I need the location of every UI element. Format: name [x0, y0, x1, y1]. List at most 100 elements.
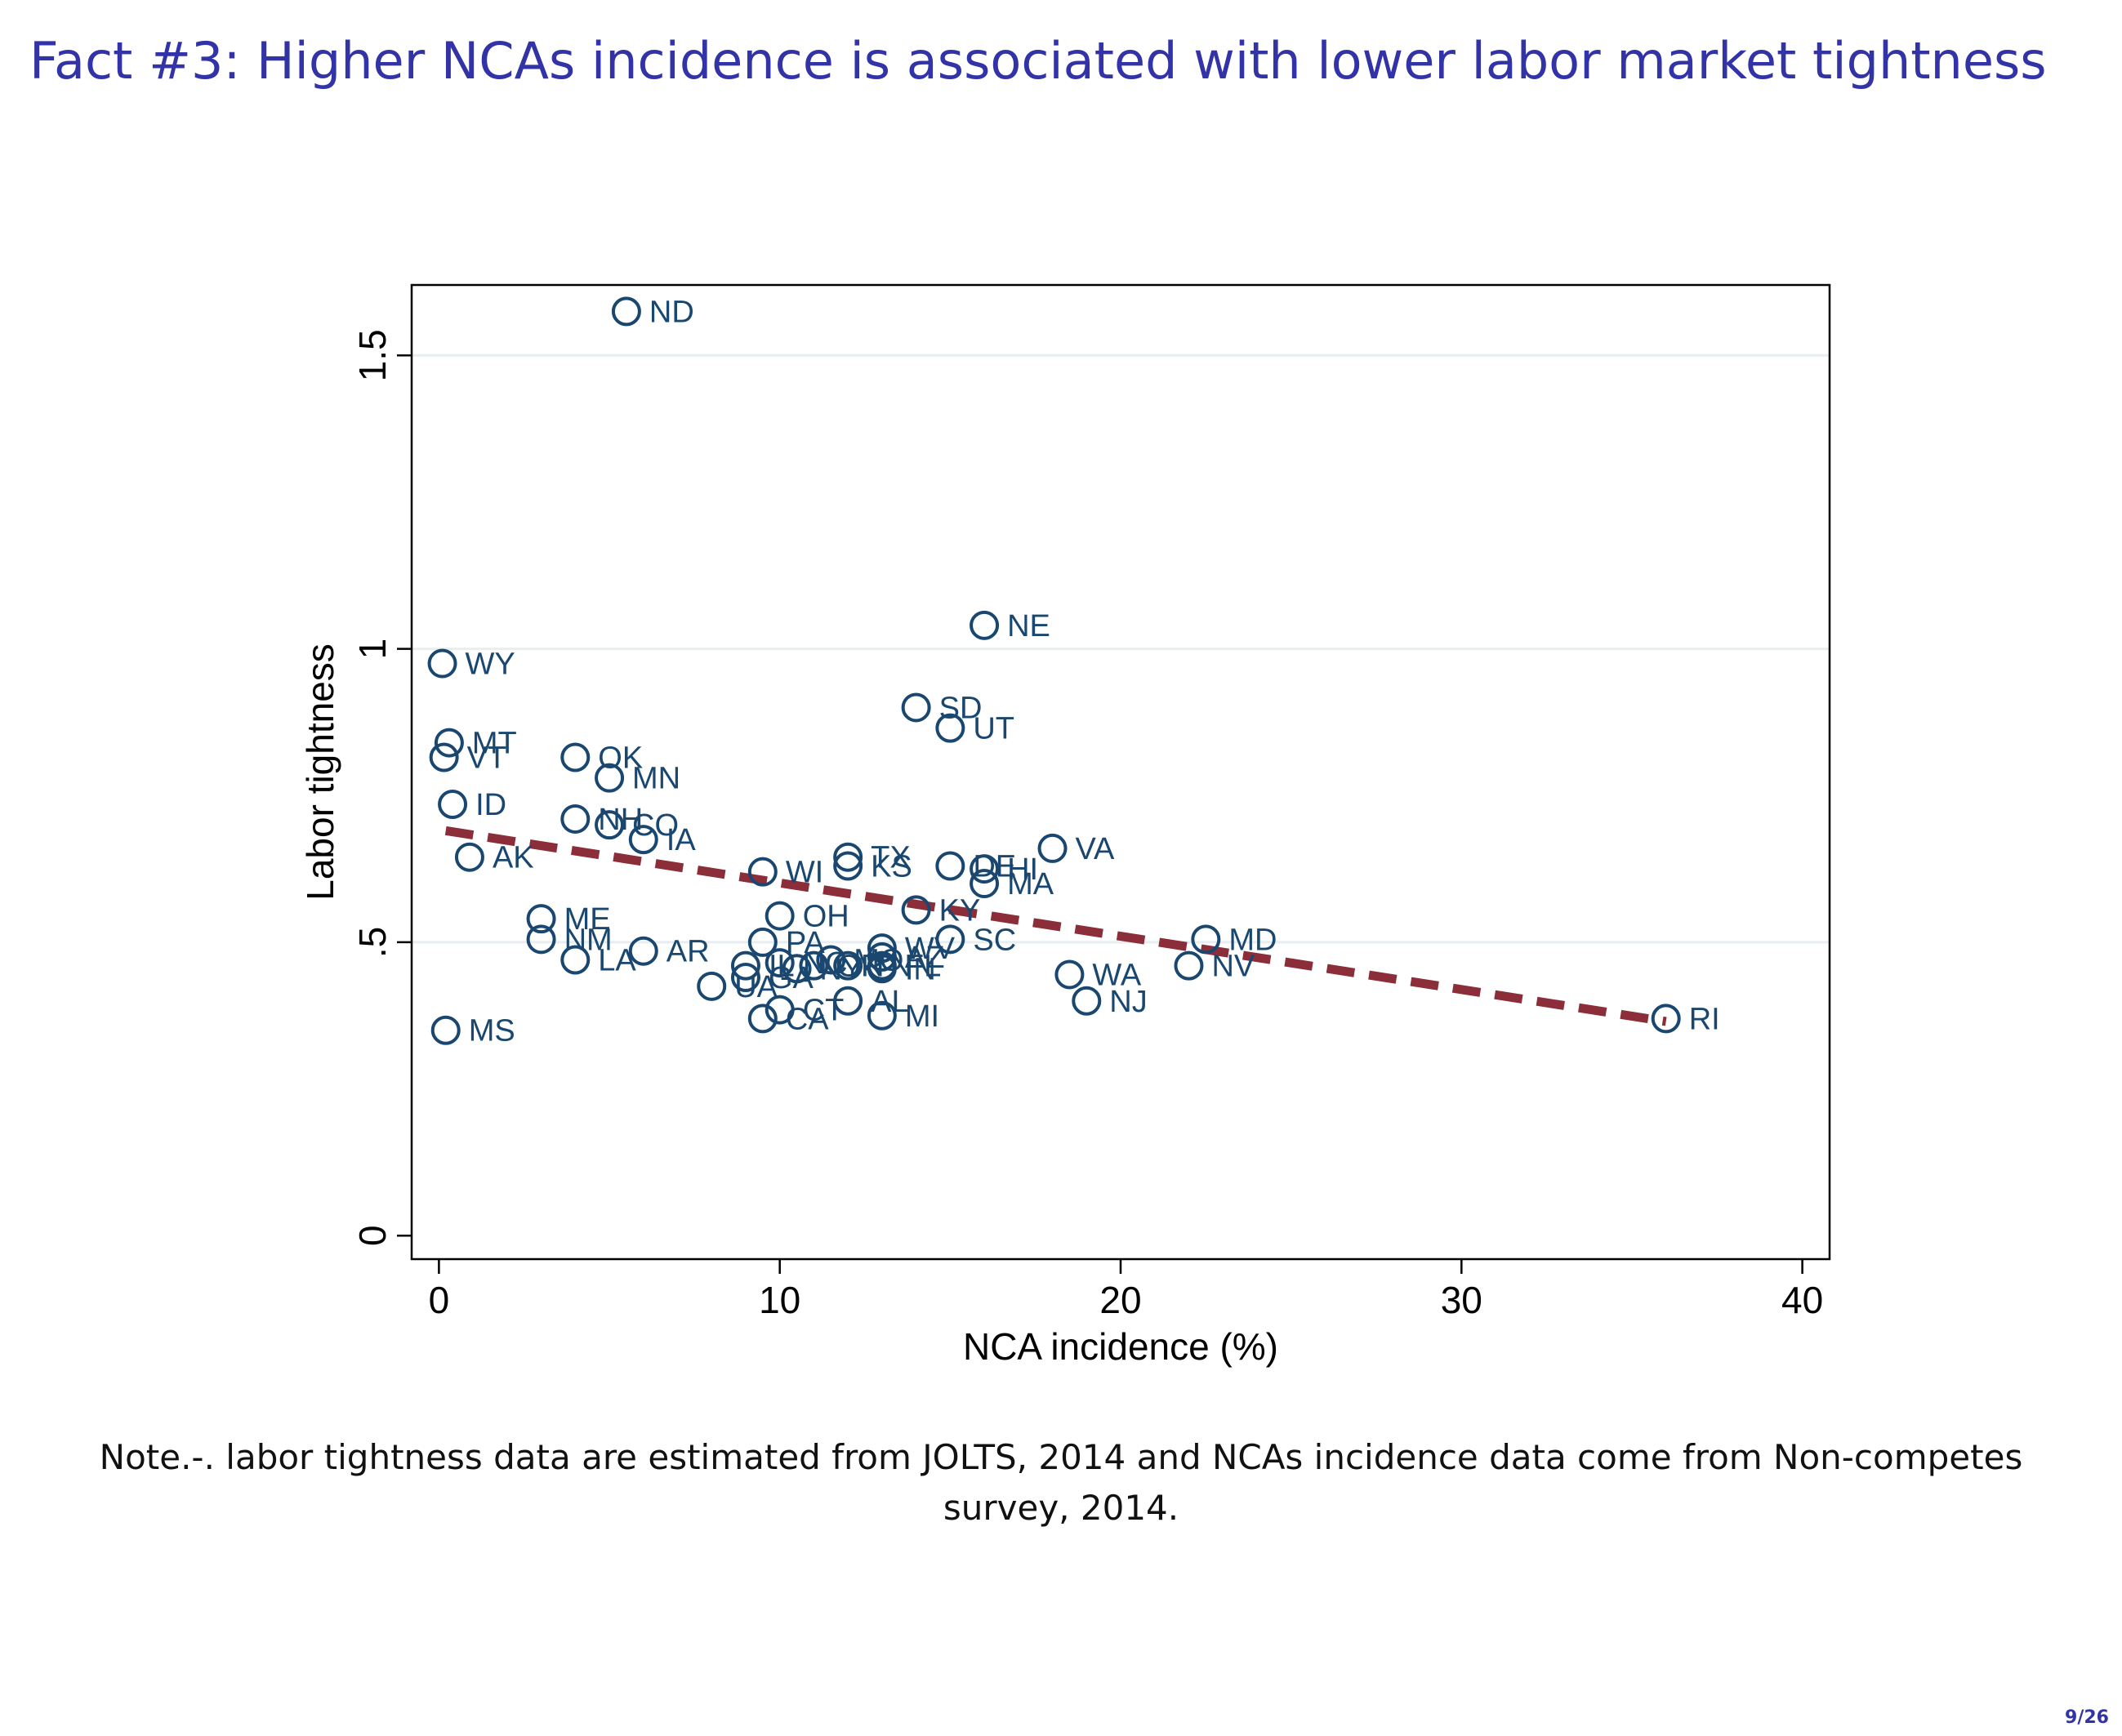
point-NH	[560, 803, 591, 834]
chart-note-continued: survey, 2014.	[943, 1488, 1179, 1528]
slide-title: Fact #3: Higher NCAs incidence is associ…	[29, 31, 2047, 91]
point-IA	[628, 825, 658, 855]
point-label-AL: AL	[871, 985, 908, 1019]
point-label-NE: NE	[1007, 609, 1050, 643]
point-label-WI: WI	[786, 856, 823, 890]
y-tick-label: 1.5	[351, 329, 394, 381]
point-UA	[697, 971, 727, 1001]
point-label-ND: ND	[649, 295, 694, 329]
point-WA	[1054, 959, 1085, 990]
point-UT	[935, 713, 965, 743]
point-label-FL: FL	[905, 950, 941, 984]
point-label-CT: CT	[803, 994, 845, 1028]
point-NJ	[1072, 986, 1102, 1016]
point-MS	[430, 1015, 461, 1045]
point-label-KY: KY	[939, 893, 981, 928]
y-tick-label: 0	[351, 1225, 394, 1246]
point-KY	[901, 895, 931, 925]
point-LA	[560, 945, 591, 975]
point-label-IA: IA	[666, 823, 697, 857]
point-label-NJ: NJ	[1109, 985, 1147, 1019]
point-label-MA: MA	[1007, 867, 1054, 901]
point-SD	[901, 692, 931, 723]
point-label-WY: WY	[466, 648, 515, 682]
point-label-ID: ID	[475, 788, 506, 822]
point-CO	[595, 810, 625, 840]
point-label-MN: MN	[632, 762, 680, 796]
point-OR	[799, 950, 829, 981]
x-tick-label: 20	[1099, 1279, 1141, 1321]
point-label-SC: SC	[973, 923, 1016, 957]
x-tick-label: 40	[1781, 1279, 1823, 1321]
point-AK	[454, 842, 484, 872]
point-ID	[438, 790, 468, 820]
point-NM	[526, 924, 556, 955]
point-label-NM: NM	[564, 923, 613, 957]
x-tick-label: 30	[1441, 1279, 1482, 1321]
point-label-AK: AK	[493, 841, 534, 875]
point-label-RI: RI	[1689, 1002, 1720, 1036]
point-DE	[935, 851, 965, 881]
axis-labels: 0 10 20 30 40 0 .5 1 1.5 NCA incidence (%) Labor t…	[299, 329, 1823, 1368]
y-axis-title: Labor tightness	[299, 643, 341, 901]
point-AR	[628, 936, 658, 966]
point-CA	[747, 1004, 778, 1034]
point-label-LA: LA	[598, 943, 636, 977]
point-label-AZ: AZ	[905, 941, 945, 975]
y-tick-label: 1	[351, 639, 394, 660]
point-label-WV: WV	[905, 932, 956, 966]
point-MT	[434, 728, 464, 758]
point-label-OH: OH	[803, 900, 849, 934]
point-TX	[833, 842, 863, 872]
point-MN	[595, 763, 625, 793]
point-label-MD: MD	[1228, 923, 1277, 957]
chart-note: Note.-. labor tightness data are estimat…	[99, 1437, 2023, 1477]
point-KS	[833, 851, 863, 881]
point-ME	[526, 904, 556, 934]
point-WV	[867, 933, 897, 964]
point-label-CA: CA	[786, 1002, 829, 1036]
point-WY	[427, 648, 457, 679]
point-label-MS: MS	[469, 1014, 515, 1048]
point-CT	[765, 995, 795, 1025]
y-tick-label: .5	[351, 927, 394, 958]
point-AZ	[867, 941, 897, 972]
point-VA	[1037, 833, 1068, 863]
point-MD	[1191, 924, 1221, 955]
point-OK	[560, 742, 591, 772]
point-label-MI: MI	[905, 999, 939, 1034]
point-label-KS: KS	[871, 849, 912, 884]
point-SC	[935, 924, 965, 955]
point-label-MT: MT	[472, 727, 517, 761]
point-label-AR: AR	[666, 935, 710, 969]
point-label-UT: UT	[973, 712, 1014, 746]
point-MI	[867, 1000, 897, 1030]
point-AL	[833, 986, 863, 1016]
point-NE	[970, 610, 1000, 640]
point-label-VA: VA	[1076, 832, 1116, 866]
point-ND	[611, 296, 641, 327]
point-NY	[782, 954, 812, 984]
point-HI	[970, 854, 1000, 884]
x-tick-label: 0	[429, 1279, 450, 1321]
point-label-IN: IN	[905, 952, 936, 986]
fit-line	[444, 826, 1667, 1026]
point-label-TX: TX	[871, 841, 911, 875]
point-IL	[730, 950, 760, 981]
point-label-HI: HI	[1007, 852, 1038, 887]
point-NC	[765, 948, 795, 978]
x-tick-label: 10	[759, 1279, 800, 1321]
point-label-ME: ME	[564, 902, 611, 937]
point-VT	[429, 742, 459, 772]
point-OH	[765, 901, 795, 931]
point-TN	[833, 950, 863, 981]
fit-line-segment	[444, 826, 1667, 1026]
point-label-NV: NV	[1211, 950, 1255, 984]
point-PA	[747, 927, 778, 957]
point-label-NY: NY	[820, 952, 863, 986]
point-MA	[970, 869, 1000, 899]
x-axis-title: NCA incidence (%)	[963, 1325, 1278, 1368]
point-label-GA: GA	[769, 961, 814, 995]
point-GA	[730, 963, 760, 993]
